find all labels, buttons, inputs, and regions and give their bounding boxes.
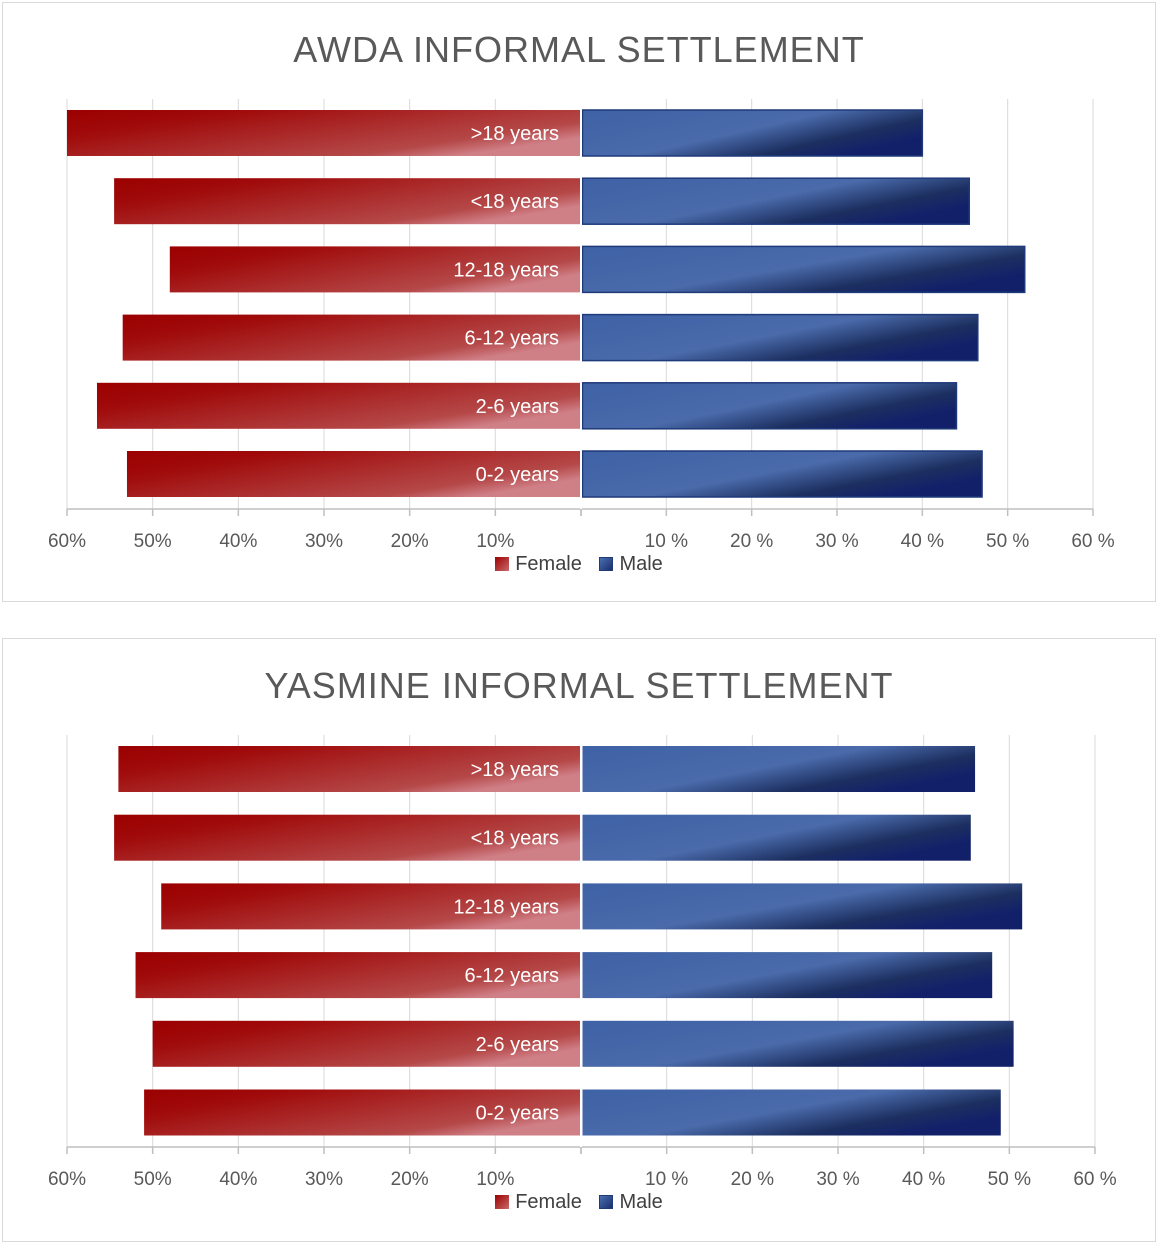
legend-item-female: Female	[495, 553, 582, 576]
category-label: <18 years	[471, 828, 559, 850]
category-label: 0-2 years	[476, 464, 559, 486]
bar-female	[67, 110, 581, 156]
x-tick-label-left: 50%	[134, 531, 172, 552]
category-label: <18 years	[471, 191, 559, 213]
category-label: 6-12 years	[465, 965, 560, 987]
x-tick-label-left: 30%	[305, 1169, 343, 1190]
x-tick-label-right: 60 %	[1071, 531, 1114, 552]
bar-female	[122, 314, 581, 361]
bar-female	[126, 451, 581, 497]
x-tick-label-left: 60%	[48, 531, 86, 552]
bar-male	[581, 109, 924, 157]
bar-female	[161, 883, 581, 930]
category-label: 12-18 years	[453, 896, 559, 918]
legend-label-male: Male	[619, 1191, 663, 1213]
x-tick-label-right: 50 %	[986, 531, 1029, 552]
legend-label-male: Male	[619, 553, 663, 575]
category-label: 2-6 years	[476, 1034, 559, 1056]
x-tick-label-right: 10 %	[645, 531, 688, 552]
legend-item-male: Male	[599, 1191, 663, 1214]
x-tick-label-right: 40 %	[902, 1169, 945, 1190]
legend-swatch-male	[599, 557, 614, 571]
category-label: >18 years	[471, 123, 559, 145]
bar-female	[96, 382, 581, 429]
legend: Female Male	[3, 1191, 1155, 1214]
x-tick-label-right: 50 %	[988, 1169, 1031, 1190]
x-tick-label-right: 60 %	[1073, 1169, 1116, 1190]
x-tick-label-right: 40 %	[901, 531, 944, 552]
x-tick-label-left: 60%	[48, 1169, 86, 1190]
x-tick-label-right: 10 %	[645, 1169, 688, 1190]
x-tick-label-left: 20%	[391, 1169, 429, 1190]
bar-male	[581, 450, 983, 498]
x-tick-label-right: 20 %	[730, 531, 773, 552]
chart-awda: AWDA INFORMAL SETTLEMENT 0-2 years 2-6 ye…	[2, 2, 1156, 602]
bar-female	[144, 1089, 581, 1136]
x-tick-label-left: 40%	[219, 1169, 257, 1190]
x-tick-label-left: 30%	[305, 531, 343, 552]
bar-male	[581, 245, 1026, 294]
bar-female	[114, 178, 581, 225]
bar-female	[169, 246, 582, 293]
x-tick-label-right: 30 %	[816, 1169, 859, 1190]
x-tick-label-left: 10%	[476, 531, 514, 552]
x-tick-label-left: 10%	[476, 1169, 514, 1190]
chart-title: YASMINE INFORMAL SETTLEMENT	[264, 665, 894, 706]
legend-swatch-female	[495, 557, 510, 571]
legend-swatch-female	[495, 1195, 510, 1209]
x-tick-label-left: 40%	[219, 531, 257, 552]
bar-male	[581, 382, 958, 430]
legend-swatch-male	[599, 1195, 614, 1209]
category-label: >18 years	[471, 759, 559, 781]
legend: Female Male	[3, 553, 1155, 576]
category-label: 6-12 years	[465, 328, 560, 350]
x-tick-label-left: 50%	[134, 1169, 172, 1190]
bar-male	[582, 1020, 1014, 1067]
x-tick-label-right: 20 %	[731, 1169, 774, 1190]
bar-female	[152, 1020, 581, 1067]
bar-male	[582, 1089, 1001, 1136]
x-tick-label-left: 20%	[391, 531, 429, 552]
plot-area: 0-2 years 2-6 years 6-12 years 12-18 years <…	[48, 735, 1117, 1190]
bar-male	[582, 952, 993, 999]
bar-male	[581, 177, 971, 225]
chart-yasmine: YASMINE INFORMAL SETTLEMENT 0-2 years 2-6…	[2, 638, 1156, 1242]
legend-label-female: Female	[515, 1191, 582, 1213]
x-tick-label-right: 30 %	[815, 531, 858, 552]
bar-female	[118, 746, 582, 792]
legend-item-female: Female	[495, 1191, 582, 1214]
legend-label-female: Female	[515, 553, 582, 575]
bar-female	[135, 952, 582, 999]
bar-male	[582, 883, 1023, 930]
plot-area: 0-2 years 2-6 years 6-12 years 12-18 years <…	[48, 99, 1115, 552]
category-label: 12-18 years	[453, 259, 559, 281]
bar-female	[114, 814, 581, 861]
category-label: 0-2 years	[476, 1103, 559, 1125]
bar-male	[582, 746, 976, 792]
bar-male	[581, 313, 979, 362]
bar-male	[582, 814, 971, 861]
category-label: 2-6 years	[476, 396, 559, 418]
chart-title: AWDA INFORMAL SETTLEMENT	[293, 29, 865, 70]
legend-item-male: Male	[599, 553, 663, 576]
